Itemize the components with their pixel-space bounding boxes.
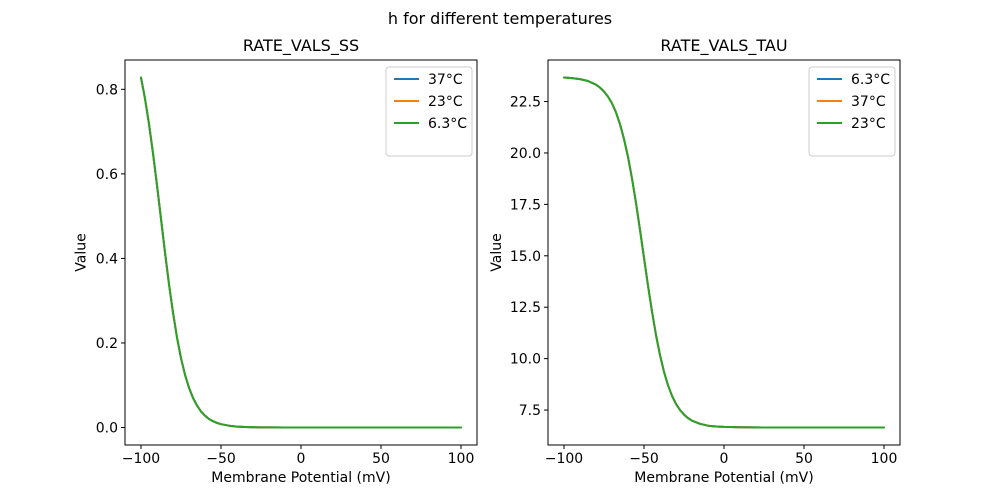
y-tick-label: 12.5 bbox=[510, 300, 541, 316]
legend-box bbox=[808, 66, 896, 157]
y-axis-label: Value bbox=[74, 233, 90, 271]
legend-entry: 6.3°C bbox=[394, 116, 467, 132]
x-tick-label: 50 bbox=[795, 451, 813, 467]
legend-label: 37°C bbox=[851, 94, 886, 110]
y-tick-label: 0.2 bbox=[96, 336, 118, 352]
legend-entry: 37°C bbox=[394, 72, 463, 88]
legend: 37°C 23°C 6.3°C bbox=[385, 66, 473, 157]
y-tick-label: 15.0 bbox=[510, 249, 541, 265]
x-tick-label: 0 bbox=[720, 451, 729, 467]
y-tick-label: 0.8 bbox=[96, 82, 118, 98]
x-axis-label: Membrane Potential (mV) bbox=[211, 470, 390, 486]
legend-label: 37°C bbox=[428, 72, 463, 88]
legend-entry: 23°C bbox=[817, 116, 886, 132]
legend-label: 23°C bbox=[428, 94, 463, 110]
x-tick-label: 50 bbox=[372, 451, 390, 467]
x-axis-label: Membrane Potential (mV) bbox=[634, 470, 813, 486]
x-tick-label: 100 bbox=[871, 451, 898, 467]
legend-entry: 37°C bbox=[817, 94, 886, 110]
series-line-23C bbox=[563, 76, 885, 429]
legend-label: 6.3°C bbox=[851, 72, 890, 88]
y-tick-label: 10.0 bbox=[510, 352, 541, 368]
x-tick-label: −50 bbox=[629, 451, 659, 467]
legend-label: 6.3°C bbox=[428, 116, 467, 132]
legend: 6.3°C 37°C 23°C bbox=[808, 66, 896, 157]
y-tick-label: 20.0 bbox=[510, 146, 541, 162]
legend-entry: 23°C bbox=[394, 94, 463, 110]
subplot-title: RATE_VALS_TAU bbox=[660, 36, 787, 56]
x-tick-label: 100 bbox=[448, 451, 475, 467]
x-tick-label: −100 bbox=[545, 451, 583, 467]
legend-entry: 6.3°C bbox=[817, 72, 890, 88]
y-tick-label: 0.6 bbox=[96, 167, 118, 183]
y-tick-label: 0.0 bbox=[96, 421, 118, 437]
series-line-6.3C bbox=[140, 76, 462, 429]
subplot-rate_vals_tau: RATE_VALS_TAU −100 −50 0 50 100 7.5 10.0 12.5 15.… bbox=[489, 36, 901, 486]
subplot-rate_vals_ss: RATE_VALS_SS −100 −50 0 50 100 0.0 0.2 0.4 0.6 0.8… bbox=[74, 36, 478, 486]
x-tick-label: −50 bbox=[206, 451, 236, 467]
y-tick-label: 22.5 bbox=[510, 95, 541, 111]
figure-title: h for different temperatures bbox=[387, 9, 613, 28]
x-tick-label: 0 bbox=[297, 451, 306, 467]
y-tick-label: 17.5 bbox=[510, 197, 541, 213]
legend-box bbox=[385, 66, 473, 157]
y-tick-label: 0.4 bbox=[96, 251, 118, 267]
y-axis-label: Value bbox=[489, 233, 505, 271]
y-tick-label: 7.5 bbox=[519, 403, 541, 419]
legend-label: 23°C bbox=[851, 116, 886, 132]
x-tick-label: −100 bbox=[122, 451, 160, 467]
subplot-title: RATE_VALS_SS bbox=[243, 36, 359, 56]
